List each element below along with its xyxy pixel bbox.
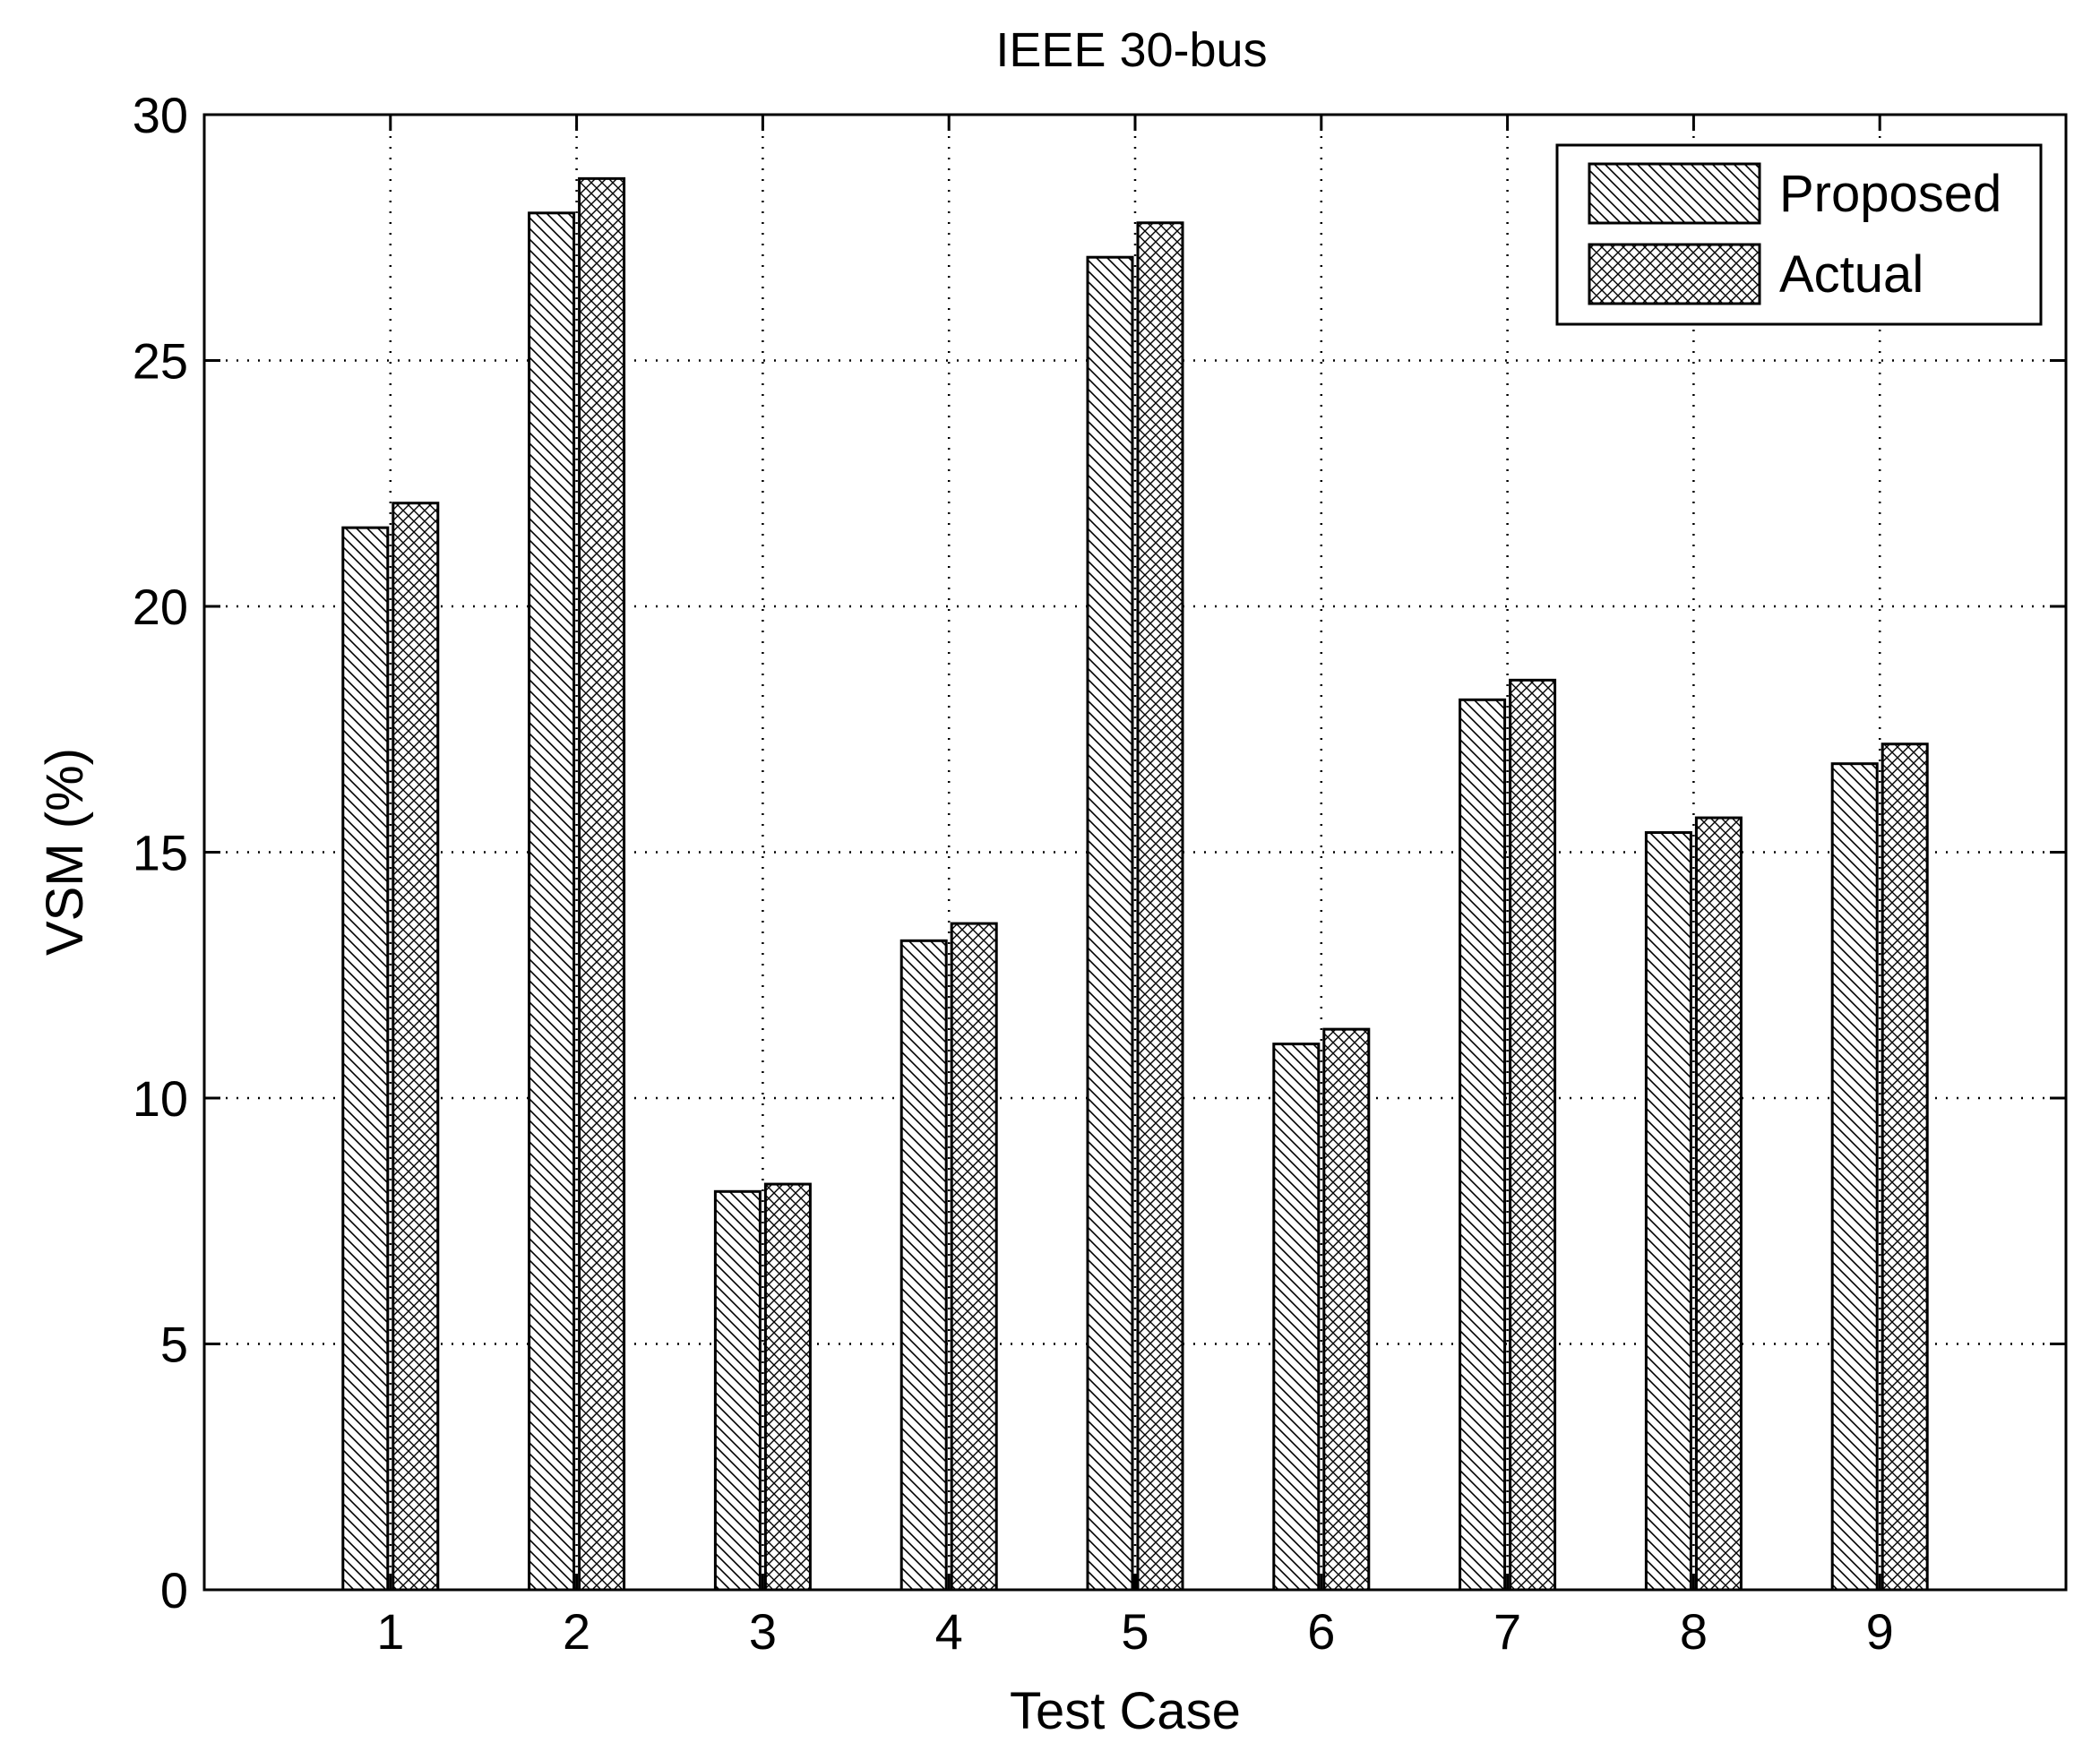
bar-proposed	[1459, 698, 1507, 1592]
bar-proposed	[1644, 831, 1692, 1592]
y-tick-label: 25	[133, 333, 188, 390]
x-tick-label: 4	[935, 1603, 963, 1660]
bars	[341, 176, 1929, 1592]
legend-label-proposed: Proposed	[1779, 165, 2001, 223]
bar-proposed	[1830, 762, 1879, 1592]
bar-actual	[763, 1182, 812, 1592]
y-tick-label: 5	[160, 1317, 188, 1373]
plot-area	[204, 115, 2066, 1590]
chart-title: IEEE 30-bus	[995, 23, 1267, 77]
bar-actual	[1694, 816, 1743, 1592]
legend-label-actual: Actual	[1779, 245, 1924, 304]
bar-actual	[1881, 742, 1929, 1592]
legend: Proposed Actual	[1555, 143, 2043, 326]
ticks: 0 5 10 15 20 25 30 1 2 3 4 5 6 7 8 9	[133, 87, 2066, 1660]
bar-actual	[1322, 1027, 1371, 1592]
legend-swatch-proposed	[1588, 162, 1761, 225]
y-tick-label: 0	[160, 1562, 188, 1618]
bar-proposed	[713, 1189, 762, 1592]
bar-actual	[1509, 678, 1557, 1592]
bar-actual	[1136, 221, 1184, 1592]
bar-proposed	[1086, 255, 1134, 1592]
x-tick-label: 8	[1680, 1603, 1708, 1660]
bar-proposed	[899, 939, 948, 1592]
bar-actual	[392, 502, 440, 1592]
bar-actual	[578, 176, 626, 1592]
x-tick-label: 1	[376, 1603, 404, 1660]
x-tick-label: 6	[1307, 1603, 1335, 1660]
x-tick-label: 2	[563, 1603, 590, 1660]
bar-proposed	[341, 526, 390, 1592]
legend-swatch-actual	[1588, 243, 1761, 305]
y-tick-label: 20	[133, 579, 188, 635]
x-tick-label: 3	[749, 1603, 777, 1660]
y-tick-label: 15	[133, 825, 188, 881]
y-axis-label: VSM (%)	[36, 748, 94, 956]
bar-proposed	[1272, 1043, 1321, 1592]
x-tick-label: 9	[1866, 1603, 1894, 1660]
x-axis-label: Test Case	[1010, 1682, 1241, 1740]
y-tick-label: 10	[133, 1070, 188, 1127]
x-tick-label: 5	[1121, 1603, 1149, 1660]
bar-actual	[950, 922, 998, 1592]
x-tick-label: 7	[1493, 1603, 1521, 1660]
y-tick-label: 30	[133, 87, 188, 143]
bar-proposed	[528, 211, 576, 1592]
